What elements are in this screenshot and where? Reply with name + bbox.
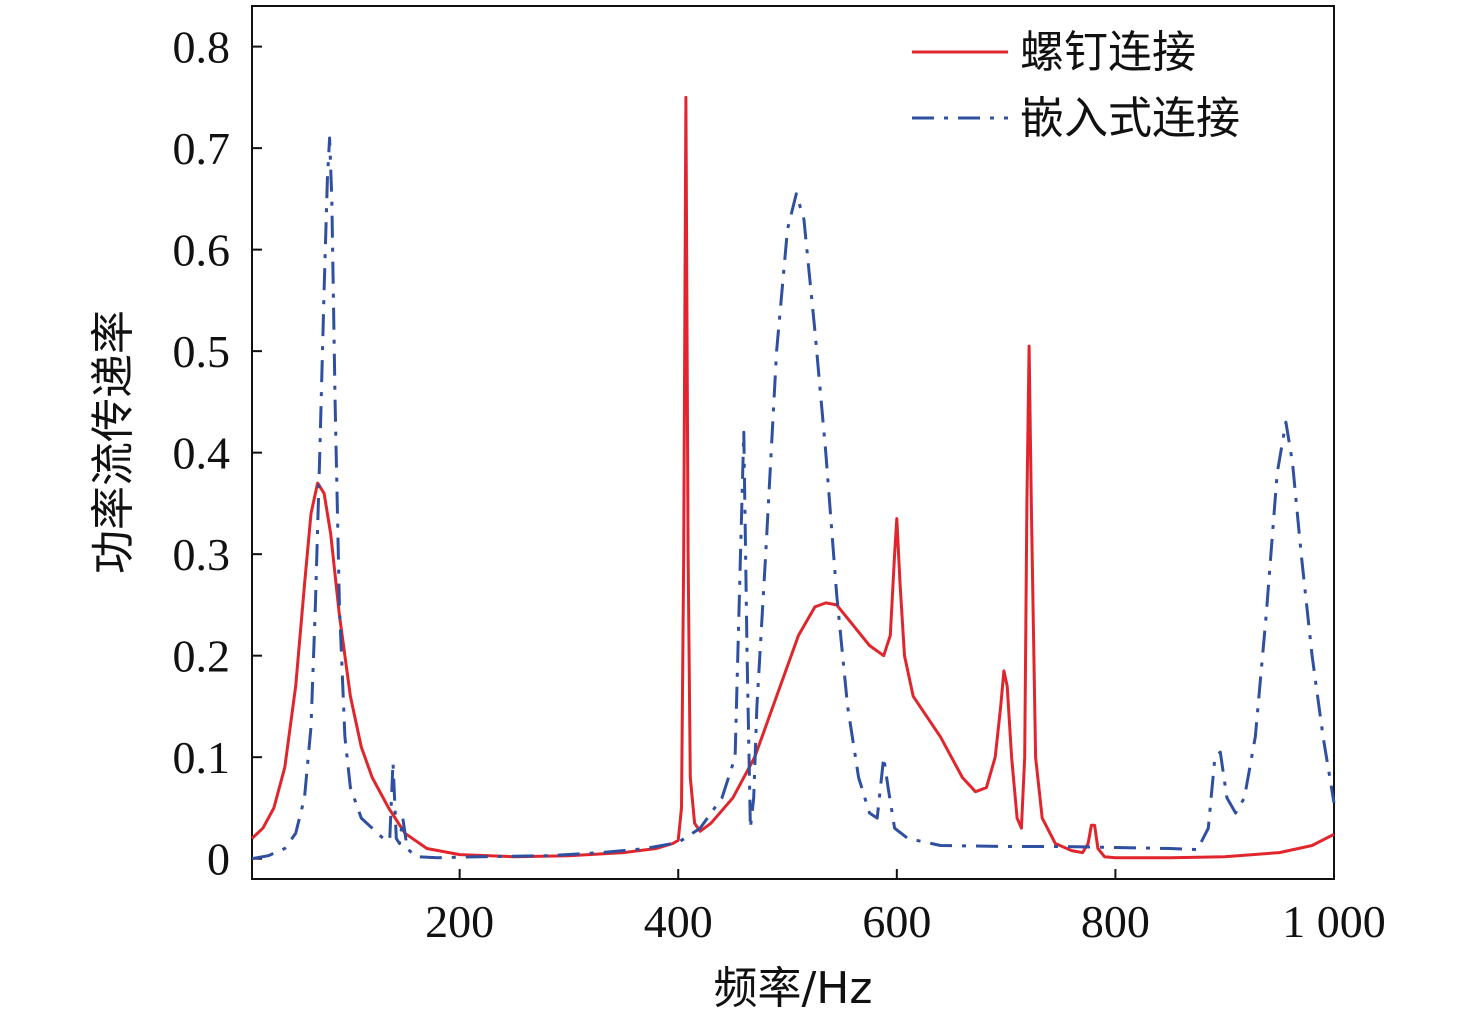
y-tick-label: 0.2 — [173, 631, 231, 682]
legend-label-bolted: 螺钉连接 — [1020, 27, 1196, 78]
y-tick-label: 0.7 — [173, 123, 231, 174]
y-tick-label: 0 — [207, 834, 230, 885]
x-tick-label: 600 — [862, 896, 931, 947]
y-axis-title: 功率流传递率 — [88, 310, 139, 574]
series-line-bolted — [250, 95, 1335, 860]
series-line-embedded — [251, 136, 1336, 861]
x-tick-label: 800 — [1081, 896, 1150, 947]
x-tick-label: 400 — [644, 896, 713, 947]
y-tick-label: 0.3 — [173, 529, 231, 580]
y-axis-ticks: 0 0.1 0.2 0.3 0.4 0.5 0.6 0.7 0.8 — [173, 22, 262, 885]
plot-frame — [251, 5, 1335, 880]
y-tick-label: 0.1 — [173, 732, 231, 783]
legend: 螺钉连接 嵌入式连接 — [912, 27, 1240, 144]
y-tick-label: 0.6 — [173, 225, 231, 276]
x-axis-ticks: 200 400 600 800 1 000 — [425, 869, 1386, 947]
legend-label-embedded: 嵌入式连接 — [1020, 93, 1240, 144]
x-tick-label: 200 — [425, 896, 494, 947]
y-tick-label: 0.5 — [173, 326, 231, 377]
x-axis-title: 频率/Hz — [713, 963, 872, 1014]
series-layer — [250, 95, 1336, 861]
y-tick-label: 0.4 — [173, 428, 231, 479]
y-tick-label: 0.8 — [173, 22, 231, 73]
x-tick-label: 1 000 — [1282, 896, 1386, 947]
